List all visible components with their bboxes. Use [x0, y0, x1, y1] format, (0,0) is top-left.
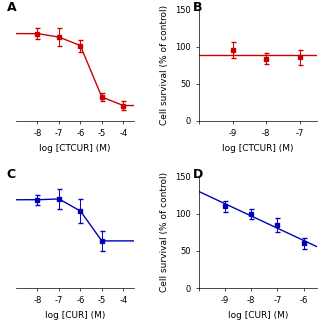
Y-axis label: Cell survival (% of control): Cell survival (% of control)	[160, 5, 169, 125]
X-axis label: log [CUR] (M): log [CUR] (M)	[45, 311, 105, 320]
Text: D: D	[193, 168, 203, 181]
Y-axis label: Cell survival (% of control): Cell survival (% of control)	[160, 172, 169, 292]
Text: B: B	[193, 1, 203, 14]
X-axis label: log [CUR] (M): log [CUR] (M)	[228, 311, 288, 320]
Text: A: A	[7, 1, 16, 14]
Text: C: C	[7, 168, 16, 181]
X-axis label: log [CTCUR] (M): log [CTCUR] (M)	[39, 144, 111, 153]
X-axis label: log [CTCUR] (M): log [CTCUR] (M)	[222, 144, 293, 153]
